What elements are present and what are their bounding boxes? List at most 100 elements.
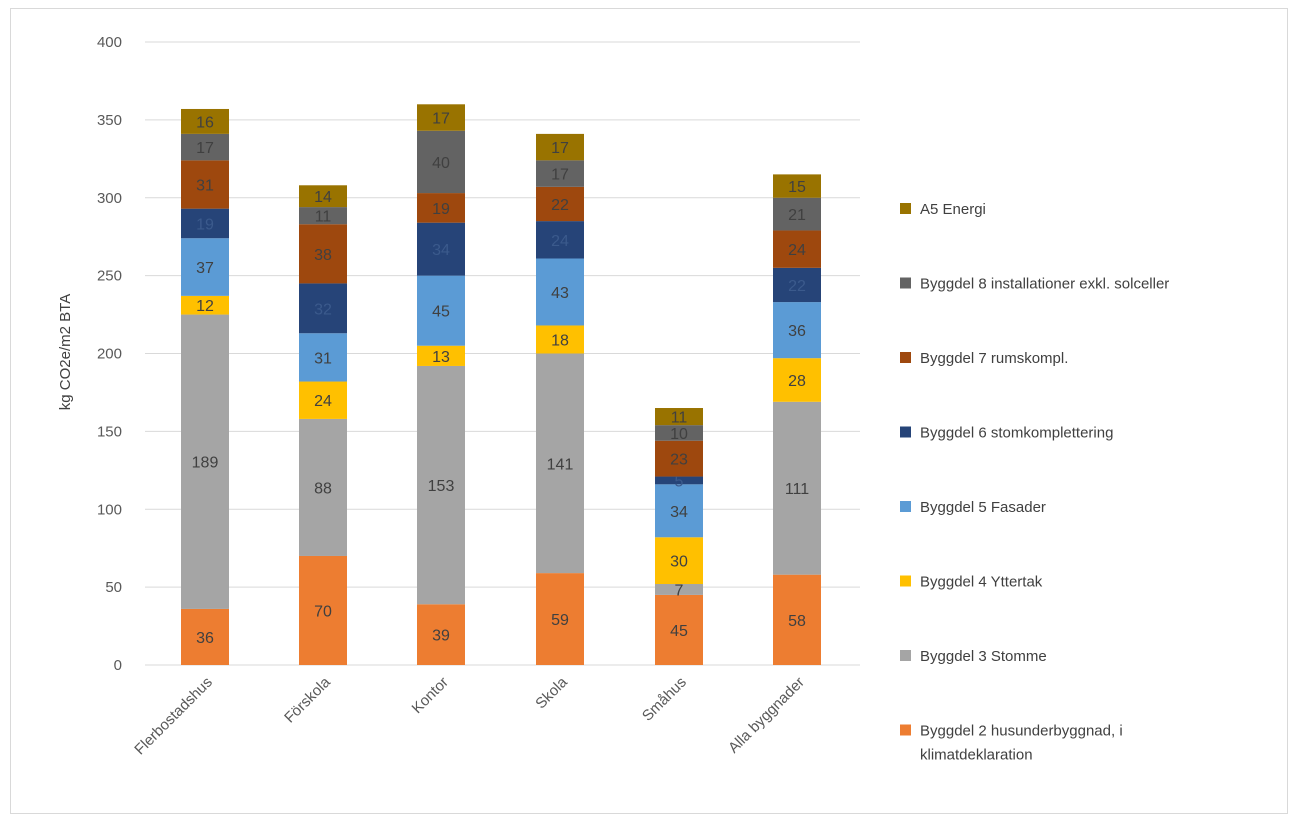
data-label: 17 (432, 111, 450, 128)
y-tick-label: 250 (97, 268, 122, 285)
data-label: 11 (315, 209, 332, 226)
data-label: 34 (432, 242, 450, 259)
bar-segment (299, 333, 347, 382)
bar-segment (536, 133, 584, 161)
legend-label: Byggdel 6 stomkomplettering (920, 425, 1113, 442)
data-label: 141 (547, 456, 574, 473)
legend-swatch (900, 575, 911, 587)
bar-segment (773, 197, 821, 231)
bar-segment (773, 302, 821, 359)
x-tick-label: Småhus (639, 674, 690, 725)
bar-segment (417, 193, 465, 223)
data-label: 58 (788, 613, 806, 630)
bar-segment (536, 325, 584, 354)
y-tick-label: 150 (97, 423, 122, 440)
legend-label: Byggdel 2 husunderbyggnad, i klimatdeklar… (920, 723, 1123, 764)
data-label: 5 (675, 473, 684, 490)
data-label: 153 (428, 478, 455, 495)
data-label: 22 (551, 197, 569, 214)
bar-segment (655, 408, 703, 426)
bar-segment (536, 573, 584, 665)
data-label: 16 (196, 114, 214, 131)
bar-segment (773, 574, 821, 665)
bar-segment (299, 283, 347, 334)
data-label: 37 (196, 260, 214, 277)
bar-segment (299, 185, 347, 208)
x-tick-label: Flerbostadshus (131, 674, 216, 759)
legend-swatch (900, 426, 911, 438)
bar-segment (655, 440, 703, 477)
bar-segment (299, 418, 347, 556)
data-label: 13 (432, 349, 450, 366)
bar-segment (655, 484, 703, 538)
data-label: 30 (670, 554, 688, 571)
legend-swatch (900, 277, 911, 289)
data-label: 24 (788, 242, 806, 259)
bar-segment (181, 238, 229, 296)
chart-frame (10, 8, 1288, 814)
legend-label: Byggdel 4 Yttertak (920, 574, 1043, 591)
bar-segment (536, 258, 584, 326)
bar-segment (655, 476, 703, 485)
legend-label: Byggdel 7 rumskompl. (920, 350, 1068, 367)
bar-segment (536, 160, 584, 187)
legend-swatch (900, 352, 911, 363)
bar-segment (299, 555, 347, 665)
bar-segment (655, 594, 703, 665)
legend-label: Byggdel 8 installationer exkl. solceller (920, 276, 1169, 293)
y-tick-label: 200 (97, 346, 122, 363)
x-tick-label: Förskola (281, 673, 334, 726)
gridlines (145, 41, 860, 666)
bar-segment (536, 353, 584, 574)
data-label: 88 (314, 480, 332, 497)
data-label: 28 (788, 373, 806, 390)
data-label: 39 (432, 628, 450, 645)
data-label: 12 (196, 298, 214, 315)
x-tick-label: Kontor (409, 674, 452, 717)
bar-segment (773, 358, 821, 402)
data-label: 45 (432, 304, 450, 321)
bar-segment (417, 222, 465, 276)
bar-segment (655, 584, 703, 595)
bar-segment (417, 365, 465, 605)
x-axis-categories: Flerbostadshus Förskola Kontor Skola Småhus A… (131, 673, 808, 758)
data-label: 45 (670, 623, 688, 640)
data-label: 14 (314, 189, 332, 206)
legend-swatch (900, 650, 911, 661)
bar-segment (417, 604, 465, 665)
y-tick-label: 400 (97, 34, 122, 51)
legend-label: A5 Energi (920, 201, 986, 218)
data-label: 21 (788, 207, 806, 224)
y-tick-label: 0 (114, 657, 122, 674)
data-label: 11 (671, 410, 688, 427)
data-label: 70 (314, 603, 332, 620)
legend: A5 Energi Byggdel 8 installationer exkl. … (900, 201, 1169, 764)
data-label: 19 (196, 216, 214, 233)
y-axis-ticks: 0 50 100 150 200 250 300 350 400 (97, 34, 122, 674)
legend-label: Byggdel 5 Fasader (920, 499, 1046, 516)
y-tick-label: 350 (97, 112, 122, 129)
data-label: 18 (551, 332, 569, 349)
data-label: 31 (314, 350, 332, 367)
y-tick-label: 50 (105, 579, 122, 596)
bar-segment (536, 221, 584, 259)
bar-segment (181, 314, 229, 609)
bar-segment (299, 207, 347, 225)
bar-segment (181, 133, 229, 161)
data-label: 22 (788, 278, 806, 295)
legend-swatch (900, 203, 911, 214)
data-label: 189 (192, 455, 219, 472)
bar-segment (773, 267, 821, 303)
bar-segment (417, 130, 465, 194)
data-label: 23 (670, 452, 688, 469)
bar-segment (417, 345, 465, 366)
bars: 36 189 12 37 19 31 17 16 70 88 24 31 32 38 11 14 39 153 13… (181, 104, 821, 665)
legend-swatch (900, 501, 911, 512)
bar-segment (773, 401, 821, 575)
data-label: 19 (432, 201, 450, 218)
data-label: 7 (675, 582, 684, 599)
data-label: 17 (551, 140, 569, 157)
y-tick-label: 100 (97, 501, 122, 518)
data-label: 34 (670, 504, 688, 521)
